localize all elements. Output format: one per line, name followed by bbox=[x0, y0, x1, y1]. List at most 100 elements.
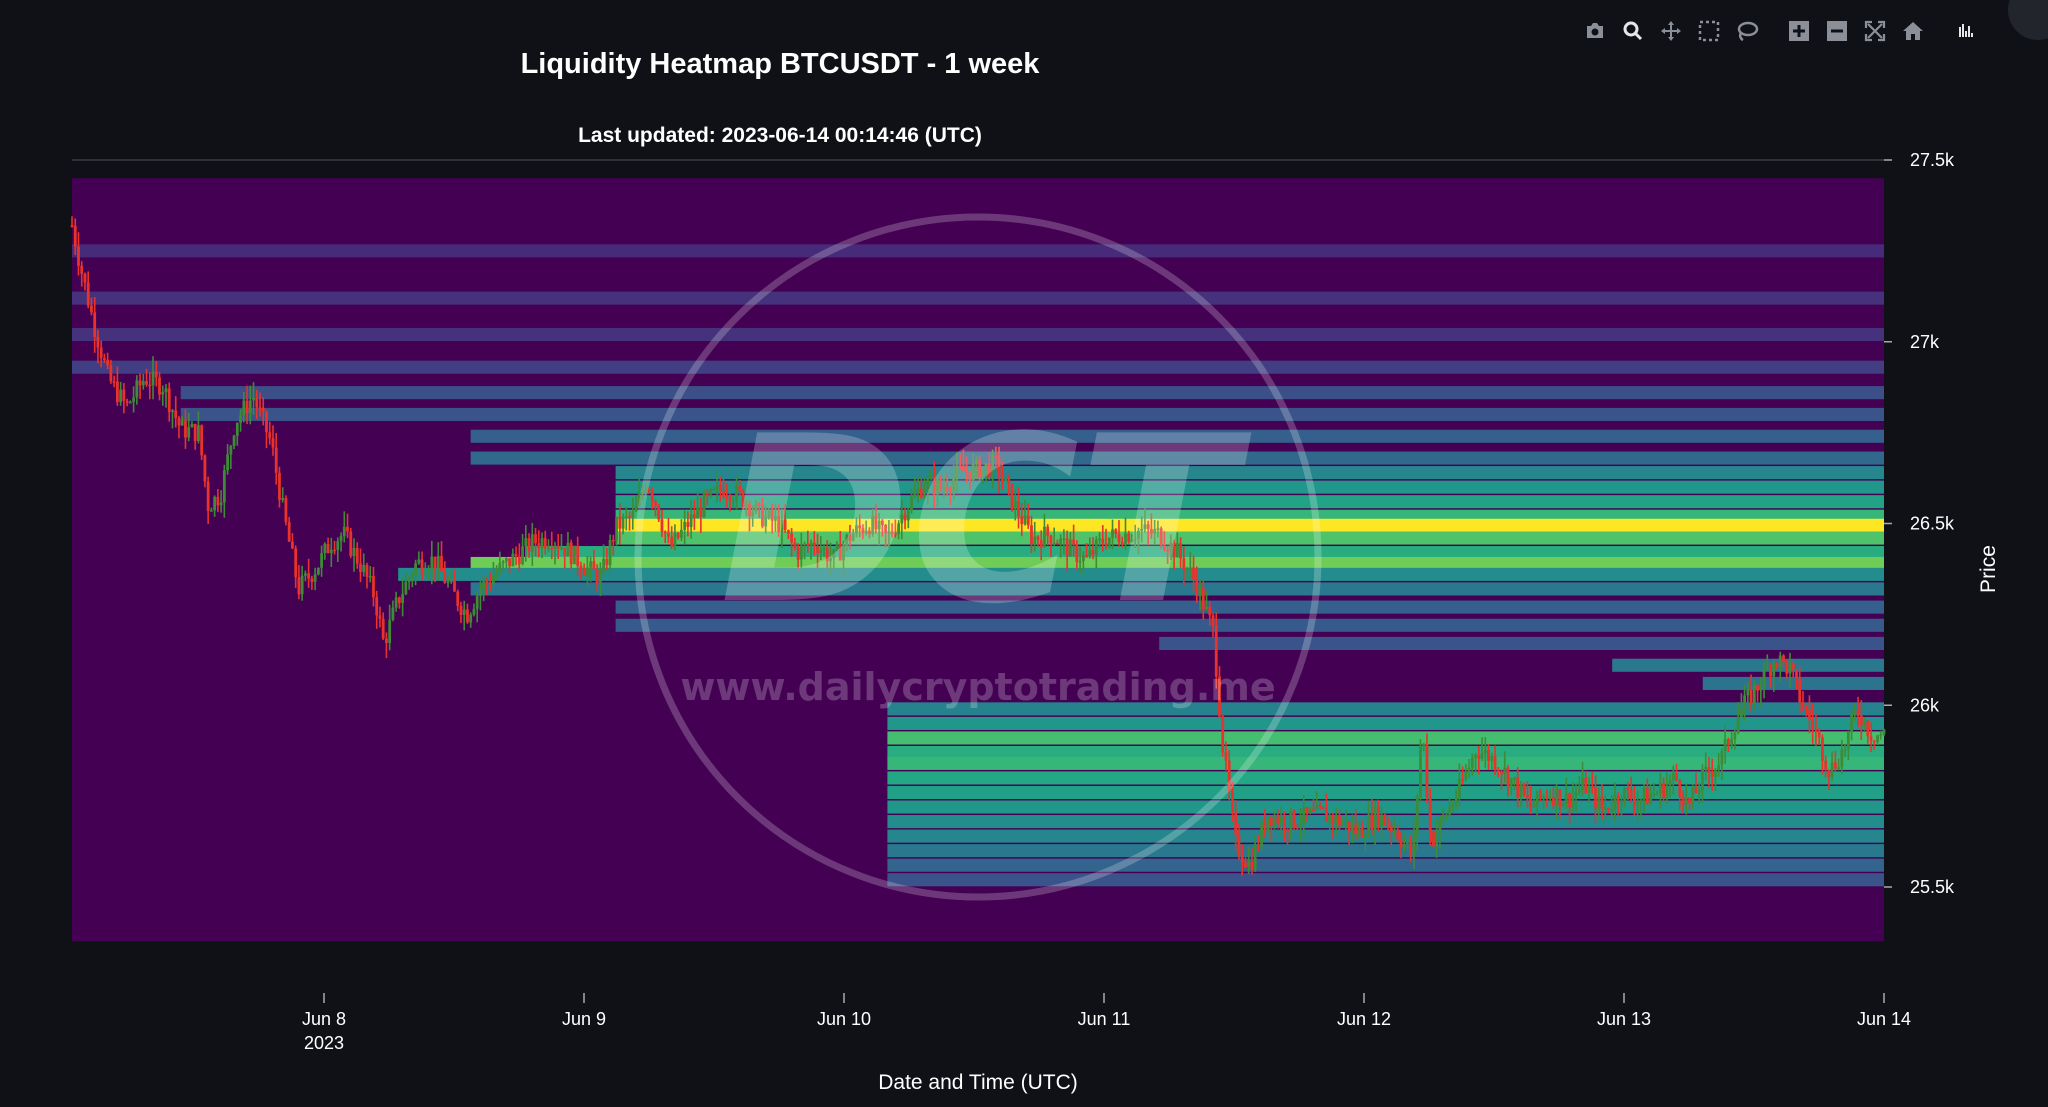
candle-body bbox=[73, 225, 77, 247]
candle-body bbox=[900, 514, 904, 524]
heatmap-layer bbox=[72, 178, 1885, 942]
candle-body bbox=[433, 556, 437, 569]
candle-body bbox=[1409, 842, 1413, 856]
candle-body bbox=[1470, 757, 1474, 768]
reset-axes-icon[interactable] bbox=[1898, 16, 1928, 46]
candle-body bbox=[1879, 734, 1883, 736]
candle-body bbox=[1788, 663, 1792, 674]
candle-body bbox=[689, 514, 693, 527]
y-tick-label: 25.5k bbox=[1910, 877, 1955, 897]
candle-body bbox=[929, 476, 933, 480]
candle-body bbox=[1733, 732, 1737, 740]
candle-body bbox=[1694, 787, 1698, 794]
candle-body bbox=[1159, 528, 1163, 546]
candle-body bbox=[145, 381, 148, 385]
watermark: DCT www.dailycryptotrading.me bbox=[634, 213, 1322, 901]
candle-body bbox=[858, 525, 862, 529]
candle-body bbox=[1237, 834, 1241, 856]
candle-body bbox=[197, 425, 200, 442]
heatmap-band bbox=[1702, 676, 1884, 690]
candle-body bbox=[158, 377, 161, 395]
box-select-icon[interactable] bbox=[1694, 16, 1724, 46]
candle-body bbox=[611, 540, 615, 542]
candle-body bbox=[958, 465, 962, 467]
candle-body bbox=[663, 531, 667, 534]
candle-body bbox=[1312, 809, 1315, 812]
candle-body bbox=[1049, 535, 1053, 544]
candle-body bbox=[984, 463, 988, 468]
candle-body bbox=[543, 538, 547, 549]
candle-body bbox=[1662, 783, 1665, 798]
candle-body bbox=[1085, 554, 1088, 557]
candle-body bbox=[1477, 755, 1481, 759]
candle-body bbox=[1036, 536, 1040, 540]
candle-body bbox=[569, 542, 573, 564]
candle-body bbox=[926, 479, 930, 489]
candle-body bbox=[1244, 862, 1247, 868]
candle-body bbox=[326, 543, 330, 554]
candle-body bbox=[641, 491, 644, 495]
candle-body bbox=[261, 407, 265, 412]
candle-body bbox=[436, 556, 440, 569]
candle-body bbox=[1072, 539, 1076, 545]
candle-body bbox=[1279, 816, 1283, 824]
candle-body bbox=[1360, 827, 1364, 838]
chart-subtitle: Last updated: 2023-06-14 00:14:46 (UTC) bbox=[578, 124, 982, 147]
autoscale-icon[interactable] bbox=[1860, 16, 1890, 46]
candle-body bbox=[323, 543, 327, 554]
candle-body bbox=[647, 489, 651, 492]
heatmap-band bbox=[615, 480, 1884, 494]
candle-body bbox=[829, 557, 832, 562]
candle-body bbox=[1263, 822, 1267, 831]
candle-body bbox=[385, 638, 388, 643]
candle-body bbox=[164, 388, 168, 392]
candle-body bbox=[517, 556, 521, 565]
candle-body bbox=[482, 581, 486, 590]
candle-body bbox=[99, 347, 103, 359]
camera-icon[interactable] bbox=[1580, 16, 1610, 46]
candle-body bbox=[1688, 797, 1691, 804]
candle-body bbox=[1143, 524, 1147, 529]
zoom-out-icon[interactable] bbox=[1822, 16, 1852, 46]
candle-body bbox=[1723, 739, 1727, 752]
candle-body bbox=[1347, 821, 1351, 833]
candle-body bbox=[997, 456, 1001, 478]
candle-body bbox=[582, 571, 586, 576]
plotly-logo-icon[interactable] bbox=[1950, 16, 1980, 46]
zoom-in-icon[interactable] bbox=[1784, 16, 1814, 46]
candle-body bbox=[1529, 798, 1533, 808]
candle-body bbox=[1432, 832, 1435, 847]
candle-body bbox=[1636, 802, 1640, 807]
heatmap-band bbox=[887, 829, 1884, 843]
candle-body bbox=[1801, 702, 1805, 709]
candle-body bbox=[524, 538, 528, 547]
candle-body bbox=[1030, 525, 1033, 545]
candle-body bbox=[751, 511, 755, 516]
candle-body bbox=[245, 400, 249, 414]
candle-body bbox=[550, 547, 554, 550]
candle-body bbox=[141, 381, 145, 386]
candle-body bbox=[851, 533, 855, 541]
candle-body bbox=[1558, 789, 1562, 807]
candle-body bbox=[842, 545, 845, 561]
candle-body bbox=[1746, 689, 1750, 696]
candle-body bbox=[521, 546, 524, 565]
candle-body bbox=[725, 496, 729, 499]
candle-body bbox=[923, 488, 926, 498]
candle-body bbox=[203, 455, 207, 482]
candle-body bbox=[906, 510, 910, 521]
candle-body bbox=[1791, 663, 1795, 671]
candle-body bbox=[316, 567, 320, 575]
candle-body bbox=[1302, 807, 1306, 824]
pan-icon[interactable] bbox=[1656, 16, 1686, 46]
candle-body bbox=[573, 545, 576, 564]
zoom-icon[interactable] bbox=[1618, 16, 1648, 46]
candle-body bbox=[1616, 795, 1620, 804]
candle-body bbox=[294, 548, 298, 578]
candle-body bbox=[1396, 830, 1400, 840]
candle-body bbox=[556, 545, 560, 549]
candle-body bbox=[722, 490, 725, 497]
lasso-select-icon[interactable] bbox=[1732, 16, 1762, 46]
candle-body bbox=[128, 401, 132, 404]
